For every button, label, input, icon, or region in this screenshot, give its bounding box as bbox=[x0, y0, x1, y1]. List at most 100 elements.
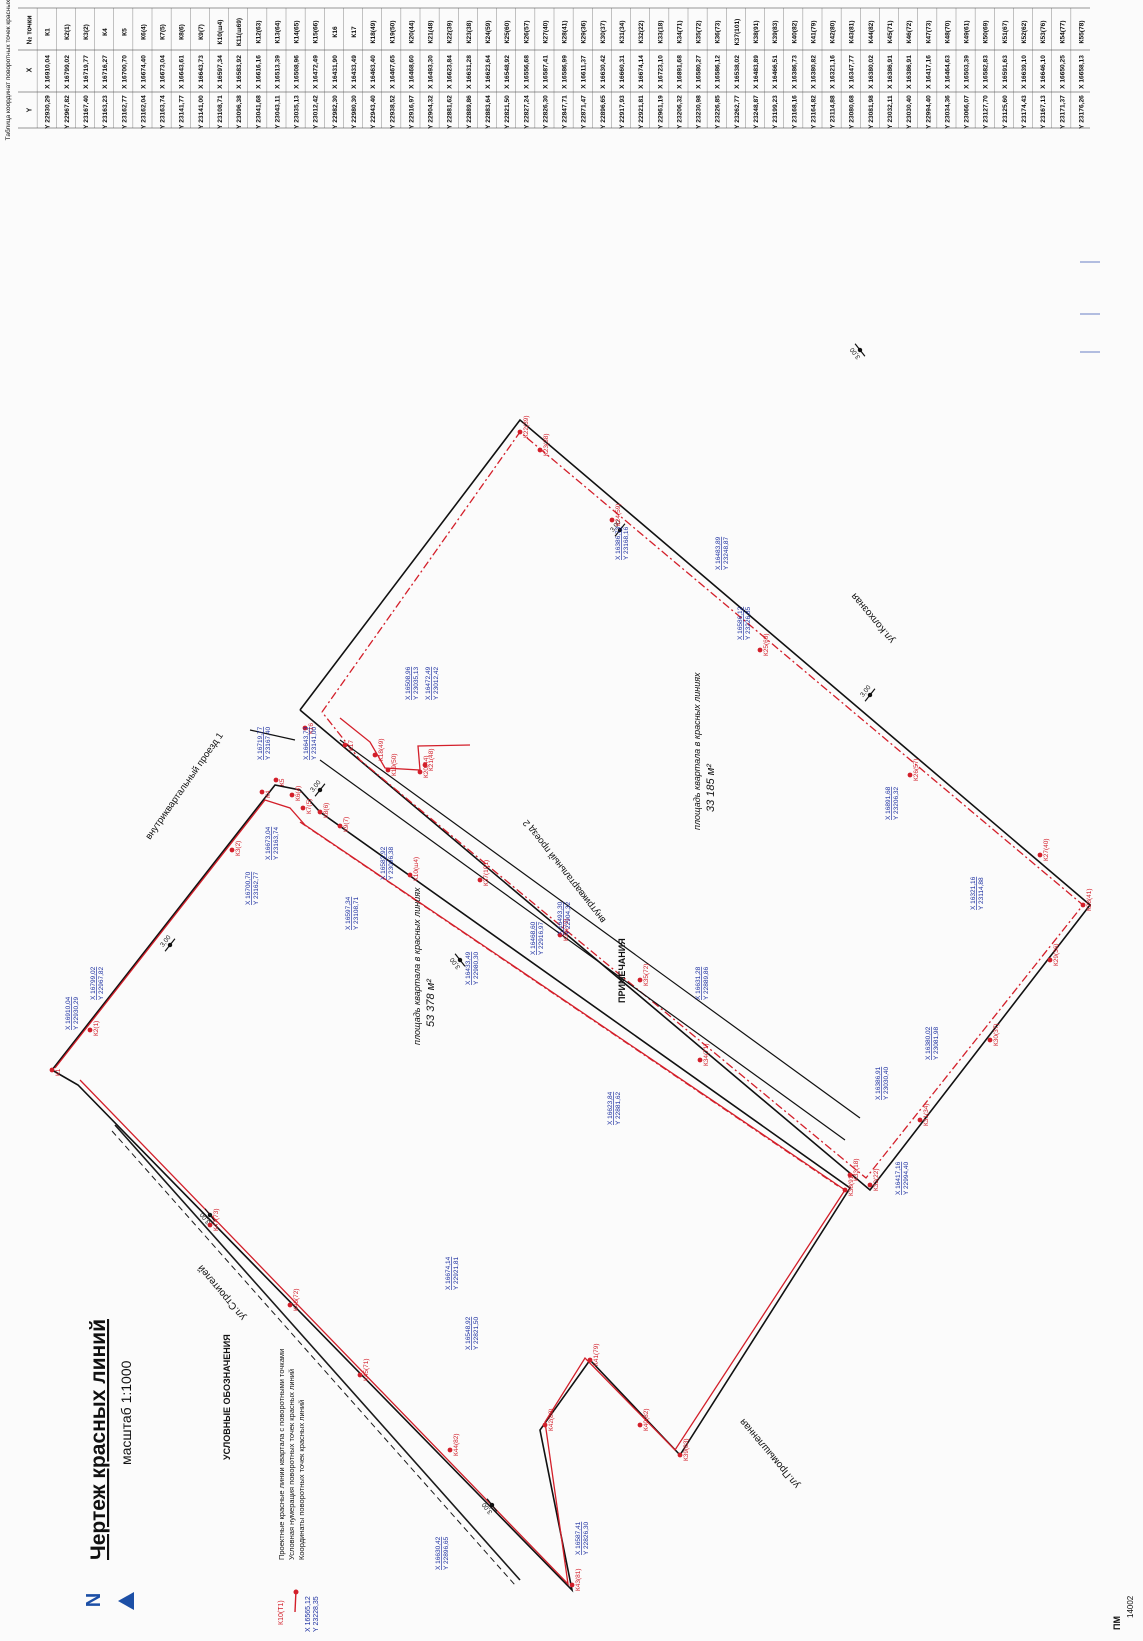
table-cell: Y 22904,32 bbox=[428, 95, 435, 129]
coordinate-callout: X 16493,30 Y 22904,32 bbox=[557, 901, 572, 935]
coordinate-y: Y 22916,97 bbox=[538, 921, 545, 955]
table-cell: X 16503,39 bbox=[964, 55, 971, 89]
table-cell: Y 23141,00 bbox=[198, 95, 205, 129]
legend: УСЛОВНЫЕ ОБОЗНАЧЕНИЯ bbox=[222, 1334, 232, 1460]
turning-point-marker bbox=[907, 772, 913, 778]
coordinate-x: X 16586,12 bbox=[737, 606, 744, 640]
area-1-value: 53 378 м² bbox=[425, 979, 437, 1027]
table-cell: X 16386,91 bbox=[906, 55, 913, 89]
table-cell: К35(72) bbox=[696, 20, 703, 43]
turning-point-marker bbox=[637, 977, 643, 983]
turning-point-label: К6(4) bbox=[295, 786, 302, 801]
table-cell: X 16321,16 bbox=[830, 55, 837, 89]
table-cell: Y 22871,47 bbox=[581, 95, 588, 129]
legend-item-3: Координаты поворотных точек красных лини… bbox=[297, 1400, 306, 1560]
coordinate-y: Y 23162,77 bbox=[253, 871, 260, 905]
turning-point-marker bbox=[697, 1057, 703, 1063]
street-line-stroiteley bbox=[114, 1124, 521, 1581]
coordinate-x: X 16433,49 bbox=[465, 951, 472, 985]
table-cell: К46(72) bbox=[906, 20, 913, 43]
table-cell: X 16646,10 bbox=[1040, 55, 1047, 89]
turning-point-label: К17 bbox=[348, 740, 355, 751]
table-cell: К33(18) bbox=[657, 20, 664, 43]
coordinate-callout: X 16673,04 Y 23163,74 bbox=[265, 826, 280, 860]
table-cell: X 16910,04 bbox=[45, 55, 52, 89]
table-cell: Y 23176,26 bbox=[1078, 95, 1085, 129]
table-cell: Y 22994,40 bbox=[925, 95, 932, 129]
table-cell: К3(2) bbox=[83, 24, 90, 40]
legend-point-icon bbox=[293, 1589, 299, 1595]
table-cell: X 16650,25 bbox=[1059, 55, 1066, 89]
table-cell: X 16891,68 bbox=[676, 55, 683, 89]
table-cell: К1 bbox=[45, 28, 52, 36]
table-cell: К38(91) bbox=[753, 20, 760, 43]
coordinate-x: X 16799,02 bbox=[90, 966, 97, 1000]
road-lines bbox=[111, 1124, 521, 1586]
turning-point-marker bbox=[537, 447, 543, 453]
turning-point-label: К29(36) bbox=[1053, 943, 1060, 966]
legend-sample-point: К10(Т1) bbox=[278, 1600, 285, 1625]
drawing-title: Чертеж красных линий bbox=[87, 1319, 110, 1560]
table-cell: К9(7) bbox=[198, 24, 205, 40]
coordinate-y: Y 23108,71 bbox=[353, 896, 360, 930]
turning-point-marker bbox=[609, 517, 615, 523]
coordinate-x: X 16631,28 bbox=[695, 966, 702, 1000]
coordinate-x: X 16321,16 bbox=[970, 876, 977, 910]
block-1-red-lines bbox=[54, 799, 846, 1586]
turning-point-label: К30(37) bbox=[993, 1023, 1000, 1046]
table-cell: Y 22847,71 bbox=[562, 95, 569, 129]
table-cell: К25(60) bbox=[504, 20, 511, 43]
table-cell: К30(37) bbox=[600, 20, 607, 43]
turning-point-label: К40(82) bbox=[643, 1408, 650, 1431]
area-label-block-2: площадь квартала в красных линиях 33 185… bbox=[692, 672, 717, 830]
table-cell: X 16466,51 bbox=[772, 55, 779, 89]
table-cell: Y 22967,82 bbox=[64, 95, 71, 129]
table-cell: X 16386,73 bbox=[791, 55, 798, 89]
turning-point-marker bbox=[337, 823, 343, 829]
table-cell: К53(76) bbox=[1040, 20, 1047, 43]
coordinate-callout: X 16548,92 Y 22821,50 bbox=[465, 1316, 480, 1350]
table-cell: Y 23168,16 bbox=[791, 95, 798, 129]
table-cell: К40(82) bbox=[791, 20, 798, 43]
turning-point-label: К8(6) bbox=[323, 803, 330, 818]
coordinate-y: Y 23248,87 bbox=[723, 536, 730, 570]
table-cell: X 16493,30 bbox=[428, 55, 435, 89]
stamp-label: ПМ bbox=[1112, 1616, 1122, 1630]
table-cell: Y 22883,64 bbox=[485, 95, 492, 129]
inner-drive-lines bbox=[249, 729, 861, 1141]
table-cell: Y 23230,98 bbox=[696, 95, 703, 129]
coordinate-y: Y 23030,40 bbox=[883, 1066, 890, 1100]
turning-point-label: К4 bbox=[265, 790, 272, 798]
table-cell: X 16556,68 bbox=[523, 55, 530, 89]
table-cell: Y 22961,19 bbox=[657, 95, 664, 129]
table-cell: X 16630,42 bbox=[600, 55, 607, 89]
turning-point-marker bbox=[49, 1067, 55, 1073]
turning-point-label: К34(71) bbox=[703, 1043, 710, 1066]
coordinate-x: X 16623,84 bbox=[607, 1091, 614, 1125]
table-cell: Y 23162,04 bbox=[140, 95, 147, 129]
table-cell: К2(1) bbox=[64, 24, 71, 40]
turning-point-label: К22(39) bbox=[523, 415, 530, 438]
coordinate-y: Y 23206,32 bbox=[893, 786, 900, 820]
north-arrow: N bbox=[83, 1592, 134, 1610]
table-cell: К18(49) bbox=[370, 20, 377, 43]
table-cell: Y 23174,43 bbox=[1021, 95, 1028, 129]
table-cell: Y 22827,24 bbox=[523, 95, 530, 129]
coordinate-y: Y 22967,82 bbox=[98, 966, 105, 1000]
turning-point-marker bbox=[357, 1372, 363, 1378]
table-cell: Y 23030,40 bbox=[906, 95, 913, 129]
table-cell: Y 23032,11 bbox=[887, 95, 894, 129]
turning-point-marker bbox=[259, 789, 265, 795]
coordinate-callout: X 16587,41 Y 22826,30 bbox=[575, 1521, 590, 1555]
table-cell: К54(77) bbox=[1059, 20, 1066, 43]
turning-point-marker bbox=[517, 429, 523, 435]
turning-point-marker bbox=[557, 932, 563, 938]
turning-point-marker bbox=[587, 1357, 593, 1363]
turning-point-label: К35(72) bbox=[643, 963, 650, 986]
table-cell: X 16623,84 bbox=[447, 55, 454, 89]
table-cell: Y 23043,11 bbox=[274, 95, 281, 129]
table-cell: X 16799,02 bbox=[64, 55, 71, 89]
turning-point-label: К32(22) bbox=[873, 1168, 880, 1191]
